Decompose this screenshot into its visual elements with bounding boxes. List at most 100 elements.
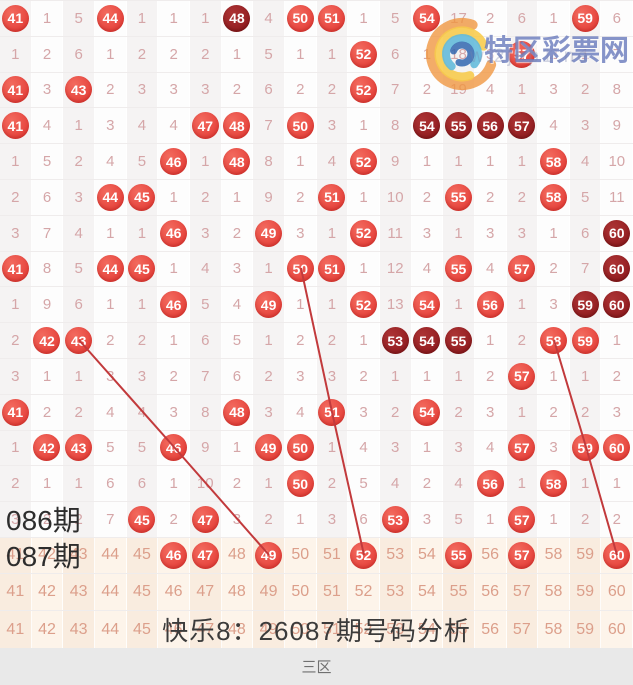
- cell-r6-n45: 45: [126, 179, 159, 215]
- ball-57: 57: [508, 541, 536, 569]
- ball-60: 60: [603, 541, 631, 569]
- ball-56: 56: [476, 470, 504, 498]
- cell-raxis1-n44: 44: [94, 573, 127, 611]
- ball-55: 55: [445, 183, 473, 211]
- cell-r15-n45: 45: [126, 502, 159, 537]
- cell-r10-n55: 55: [443, 323, 475, 358]
- number-42: 42: [38, 546, 56, 564]
- cell-r14-n60: 1: [601, 466, 633, 502]
- cell-raxis1-n49: 49: [253, 573, 285, 611]
- cell-r13-n59: 59: [569, 430, 602, 466]
- period-row-1: 41 1 5 44 1 1 1 48 4 50 51 1 5 54 17 2 6 1 59 6: [0, 0, 633, 36]
- cell-r7-n54: 3: [411, 215, 444, 251]
- cell-r10-n50: 2: [284, 323, 317, 358]
- number-45: 45: [133, 620, 151, 638]
- number-axis-row-2: 41 42 43 44 45 46 47 48 49 50 51 52 53 54 55 56 57 58 59 60: [0, 610, 633, 648]
- cell-r13-n43: 43: [63, 430, 95, 466]
- number-52: 52: [354, 620, 373, 638]
- cell-r4-n42: 4: [31, 108, 64, 144]
- cell-r4-n60: 9: [601, 108, 633, 144]
- zone-tab-label[interactable]: 三区: [301, 659, 332, 676]
- cell-r16-n49: 49: [253, 537, 285, 573]
- period-row-6: 2 6 3 44 45 1 2 1 9 2 51 1 10 2 55 2 2 58 5 11: [0, 178, 633, 215]
- cell-r3-n51: 2: [316, 72, 349, 108]
- cell-r4-n51: 3: [316, 108, 349, 144]
- cell-r1-n53: 5: [379, 1, 412, 36]
- ball-46: 46: [160, 434, 188, 462]
- cell-r10-n57: 2: [506, 323, 539, 358]
- cell-r6-n54: 2: [411, 179, 444, 215]
- ball-51: 51: [318, 4, 346, 32]
- cell-r14-n48: 2: [221, 466, 254, 502]
- cell-r11-n48: 6: [221, 358, 254, 394]
- cell-r14-n41: 2: [0, 466, 32, 502]
- ball-46: 46: [160, 148, 188, 176]
- cell-r11-n51: 3: [316, 358, 349, 394]
- cell-r3-n49: 6: [253, 72, 285, 108]
- cell-r12-n56: 3: [474, 394, 507, 430]
- cell-raxis1-n57: 57: [506, 573, 539, 611]
- cell-r5-n56: 1: [474, 144, 507, 179]
- cell-r16-n41: 41: [0, 537, 32, 573]
- ball-50: 50: [286, 434, 314, 462]
- cell-r13-n46: 46: [158, 430, 190, 466]
- cell-r5-n47: 1: [189, 144, 222, 179]
- number-52: 52: [354, 583, 373, 601]
- cell-r1-n42: 1: [31, 1, 64, 36]
- cell-r14-n59: 1: [569, 466, 602, 502]
- ball-48: 48: [223, 148, 251, 176]
- cell-r15-n59: 2: [569, 502, 602, 537]
- cell-r7-n56: 3: [474, 215, 507, 251]
- cell-r4-n44: 3: [94, 108, 127, 144]
- cell-r6-n41: 2: [0, 179, 32, 215]
- cell-r12-n57: 1: [506, 394, 539, 430]
- ball-50: 50: [286, 112, 314, 140]
- cell-r9-n60: 60: [601, 287, 633, 323]
- cell-r9-n57: 1: [506, 287, 539, 323]
- cell-r15-n55: 5: [443, 502, 475, 537]
- cell-r12-n45: 4: [126, 394, 159, 430]
- period-label-086: 086期: [6, 504, 81, 536]
- cell-r11-n49: 2: [253, 358, 285, 394]
- cell-r4-n58: 4: [538, 108, 570, 144]
- cell-r6-n56: 2: [474, 179, 507, 215]
- cell-r9-n46: 46: [158, 287, 190, 323]
- number-48: 48: [228, 583, 246, 601]
- cell-r8-n42: 8: [31, 251, 64, 287]
- ball-58: 58: [539, 183, 567, 211]
- number-53: 53: [386, 620, 405, 638]
- cell-r1-n54: 54: [411, 1, 444, 36]
- ball-41: 41: [1, 255, 29, 283]
- cell-r11-n41: 3: [0, 358, 32, 394]
- cell-raxis2-n47: 47: [189, 611, 222, 648]
- cell-r1-n46: 1: [158, 1, 190, 36]
- cell-r10-n41: 2: [0, 323, 32, 358]
- cell-r10-n45: 2: [126, 323, 159, 358]
- number-42: 42: [38, 583, 56, 601]
- number-60: 60: [607, 583, 626, 601]
- ball-59: 59: [571, 434, 599, 462]
- period-row-10: 2 42 43 2 2 1 6 5 1 2 2 1 53 54 55 1 2 58 59 1: [0, 322, 633, 358]
- cell-r6-n50: 2: [284, 179, 317, 215]
- ball-42: 42: [33, 327, 61, 355]
- number-axis-row-1: 41 42 43 44 45 46 47 48 49 50 51 52 53 54 55 56 57 58 59 60: [0, 572, 633, 611]
- cell-r14-n47: 10: [189, 466, 222, 502]
- cell-r4-n49: 7: [253, 108, 285, 144]
- cell-r11-n55: 1: [443, 358, 475, 394]
- cell-r7-n46: 46: [158, 215, 190, 251]
- ball-59: 59: [571, 291, 599, 319]
- ball-51: 51: [318, 183, 346, 211]
- cell-r2-n44: 1: [94, 36, 127, 72]
- number-56: 56: [481, 546, 500, 564]
- cell-raxis1-n48: 48: [221, 573, 254, 611]
- ball-50: 50: [286, 255, 314, 283]
- cell-r10-n52: 1: [348, 323, 380, 358]
- cell-r4-n47: 47: [189, 108, 222, 144]
- cell-r16-n53: 53: [379, 537, 412, 573]
- cell-r8-n58: 2: [538, 251, 570, 287]
- cell-r14-n52: 5: [348, 466, 380, 502]
- number-53: 53: [386, 546, 405, 564]
- cell-r7-n52: 52: [348, 215, 380, 251]
- cell-r13-n52: 4: [348, 430, 380, 466]
- number-58: 58: [544, 583, 563, 601]
